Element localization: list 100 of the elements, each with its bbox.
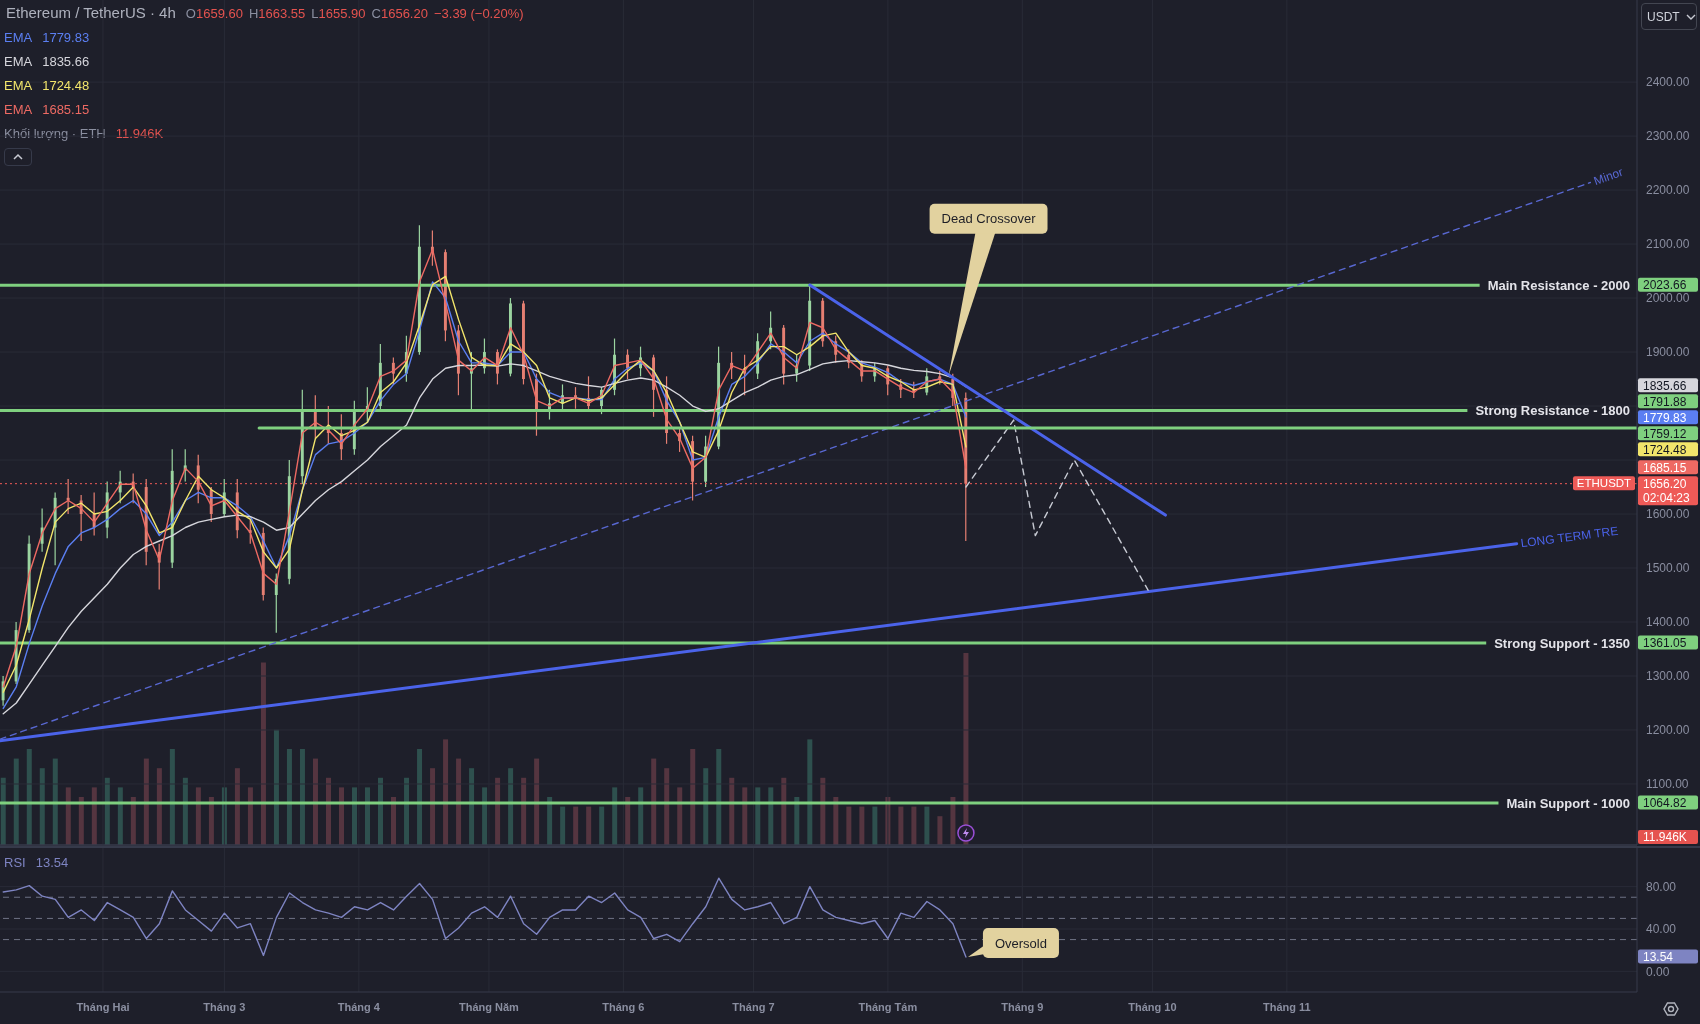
bar (820, 777, 826, 845)
annotation: Oversold (994, 935, 1047, 951)
bar (52, 758, 58, 845)
y-tick-label: 1100.00 (1646, 777, 1689, 792)
bar (872, 806, 878, 845)
bar (13, 758, 19, 845)
bar (508, 768, 514, 845)
x-tick-label: Tháng 9 (1001, 1000, 1044, 1013)
y-tick-label: 40.00 (1646, 922, 1677, 937)
bar (833, 796, 839, 845)
bar (143, 758, 149, 845)
x-tick-label: Tháng Tám (858, 1000, 918, 1013)
x-tick-label: Tháng 7 (732, 1000, 775, 1013)
ref-line-label: Main Resistance - 2000 (1487, 277, 1630, 293)
dropdown: USDT (1641, 3, 1697, 30)
y-tick-label: 2000.00 (1646, 291, 1690, 306)
y-tick-label: 1900.00 (1646, 345, 1690, 360)
text: EMA (4, 78, 33, 93)
text: EMA (4, 30, 33, 45)
y-axis-title: USDT (1647, 9, 1680, 24)
text: 13.54 (1643, 949, 1674, 964)
annotation: −3.39 (−0.20%) (433, 6, 524, 21)
bar (859, 806, 865, 845)
y-tick-label: 0.00 (1646, 964, 1670, 979)
bar (846, 806, 852, 845)
bar (325, 777, 331, 845)
bar (169, 748, 175, 845)
x-tick-label: Tháng Hai (76, 1000, 130, 1013)
bar (651, 758, 657, 845)
text: EMA (4, 54, 33, 69)
annotation: 1685.15 (42, 102, 90, 117)
text: Minor (1591, 164, 1625, 188)
line-series (2, 877, 967, 958)
bar (794, 796, 800, 845)
bar (195, 787, 201, 845)
bar (365, 787, 371, 845)
bar (456, 758, 462, 845)
annotation: Dead Crossover (941, 211, 1037, 227)
bar (39, 768, 45, 845)
bar (182, 777, 188, 845)
bar (117, 787, 123, 845)
bar (378, 777, 384, 845)
text: 02:04:23 (1643, 490, 1691, 505)
y-tick-label: 2100.00 (1646, 237, 1690, 252)
y-tick-label: 2400.00 (1646, 75, 1690, 90)
y-tick-label: 1600.00 (1646, 507, 1690, 522)
bar (898, 806, 904, 845)
bar (404, 777, 410, 845)
bar (534, 758, 540, 845)
annotation: H1663.55 (248, 6, 306, 21)
annotation: C1656.20 (371, 6, 428, 21)
text: 11.946K (1643, 830, 1687, 845)
text: 1835.66 (1643, 378, 1687, 393)
x-tick-label: Tháng 10 (1128, 1000, 1177, 1013)
bar (273, 729, 279, 845)
bar (417, 748, 423, 845)
annotation: 1724.48 (42, 78, 90, 93)
ref-line-label: Strong Support - 1350 (1494, 635, 1630, 651)
bar (391, 796, 397, 845)
bar (338, 787, 344, 845)
annotation: L1655.90 (311, 6, 366, 21)
series-label: RSI (4, 855, 26, 870)
bar (482, 787, 488, 845)
bar (638, 787, 644, 845)
bar (586, 806, 592, 845)
bar (130, 796, 136, 845)
bar (950, 796, 956, 845)
x-tick-label: Tháng 6 (602, 1000, 645, 1013)
bar (625, 796, 631, 845)
bar (716, 748, 722, 845)
y-tick-label: 1200.00 (1646, 723, 1690, 738)
bar (560, 806, 566, 845)
text: 1361.05 (1643, 635, 1687, 650)
bar (742, 787, 748, 845)
text: 1064.82 (1643, 795, 1687, 810)
bar (247, 787, 253, 845)
y-tick-label: 2200.00 (1646, 183, 1690, 198)
annotation: O1659.60 (185, 6, 243, 21)
bar (612, 787, 618, 845)
bar (781, 777, 787, 845)
bar (768, 787, 774, 845)
ref-line-label: ETHUSDT (1576, 477, 1632, 490)
x-tick-label: Tháng Năm (458, 1000, 520, 1013)
bar (924, 806, 930, 845)
text: LONG TERM TRE (1519, 523, 1619, 551)
text: 1724.48 (1643, 442, 1687, 457)
bar (208, 796, 214, 845)
bar (911, 806, 917, 845)
bar (312, 758, 318, 845)
x-tick-label: Tháng 4 (337, 1000, 381, 1013)
bar (156, 768, 162, 845)
text: 11.946K (115, 126, 164, 141)
bar (664, 768, 670, 845)
bar (352, 787, 357, 845)
bar (443, 739, 449, 845)
y-tick-label: 1500.00 (1646, 561, 1690, 576)
text: 2023.66 (1643, 277, 1687, 292)
text: 1759.12 (1643, 426, 1687, 441)
text: 1791.88 (1643, 394, 1687, 409)
chart-title: Khối lượng · ETH (4, 126, 106, 141)
